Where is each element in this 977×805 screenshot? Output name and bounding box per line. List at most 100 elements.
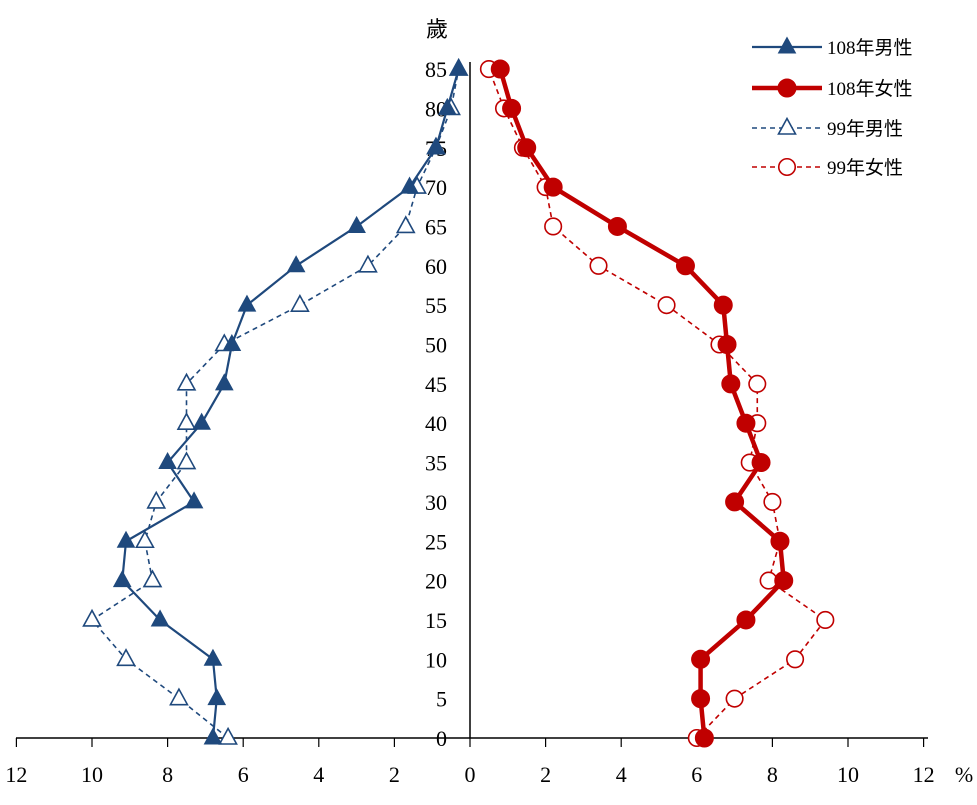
legend-label: 99年女性 [827,157,903,179]
data-point [717,335,737,354]
data-point [426,137,446,155]
series-line [121,68,460,739]
y-tick-label: 0 [436,726,447,751]
x-tick-label: 6 [691,762,702,787]
y-tick-label: 5 [436,687,447,712]
data-point [607,216,627,236]
data-point [112,570,132,588]
data-point [751,453,771,473]
data-point [691,689,711,709]
data-point [82,608,102,627]
x-tick-label: 2 [540,762,551,787]
x-tick-label: 12 [5,762,27,787]
data-point [691,649,711,669]
data-point [725,492,745,512]
y-tick-label: 60 [425,254,447,279]
data-point [116,648,136,667]
legend-entry-1: 108年女性 [752,78,913,100]
data-point [142,569,163,588]
data-point [770,531,790,551]
data-point [736,413,756,433]
data-point [721,374,741,394]
data-point [290,293,310,312]
data-point [502,98,522,118]
data-point [694,728,714,748]
data-point [214,373,234,391]
x-tick-label: 4 [616,762,627,787]
y-tick-label: 10 [425,647,447,672]
data-point [437,97,457,115]
x-tick-label: 8 [162,762,173,787]
data-point [713,295,733,315]
data-point [774,571,794,591]
data-point [395,215,416,234]
series-line [91,68,460,739]
legend-entry-0: 108年男性 [752,36,913,59]
legend-swatch-marker [777,157,797,177]
y-tick-label: 45 [425,372,447,397]
data-point [490,59,510,79]
legend-entry-2: 99年男性 [752,116,903,140]
legend-label: 99年男性 [827,118,903,140]
data-point [135,530,155,549]
legend-swatch-marker [777,36,797,54]
data-point [286,255,306,273]
data-point [657,296,676,315]
data-point [544,217,563,236]
data-point [207,688,227,706]
data-point [449,58,469,76]
legend-label: 108年男性 [827,37,913,59]
legend-swatch-marker [777,116,797,135]
x-tick-label: 10 [81,762,103,787]
y-tick-label: 15 [425,608,447,633]
data-point [736,610,756,630]
legend-entry-3: 99年女性 [752,157,903,179]
data-point [116,530,136,548]
x-unit-label: % [955,762,973,787]
x-tick-label: 2 [389,762,400,787]
legend: 108年男性 108年女性 99年男性 99年女性 [752,36,913,179]
y-tick-label: 35 [425,451,447,476]
y-axis-title: 歲 [426,17,448,42]
series-1 [490,59,794,748]
data-point [237,294,257,312]
data-point [176,412,197,431]
data-point [543,177,563,197]
data-point [176,451,197,470]
x-tick-label: 10 [837,762,859,787]
y-tick-label: 65 [425,214,447,239]
data-point [786,650,805,669]
data-point [203,648,223,666]
data-point [358,254,378,273]
data-point [763,492,782,511]
data-point [400,176,419,194]
axes: 12 10 8 6 4 2 0 2 4 6 8 10 12 %0510152025303540455055… [5,17,973,787]
data-point [347,215,366,233]
y-tick-label: 85 [425,57,447,82]
y-tick-label: 55 [425,293,447,318]
y-tick-label: 40 [425,411,447,436]
data-point [150,609,170,627]
series-layer [82,57,835,748]
data-point [748,374,767,393]
data-point [158,452,177,470]
series-0 [112,58,469,745]
data-point [517,138,537,158]
x-tick-label: 6 [238,762,249,787]
y-tick-label: 50 [425,333,447,358]
y-tick-label: 70 [425,175,447,200]
x-tick-label: 8 [767,762,778,787]
x-tick-label: 12 [913,762,935,787]
data-point [169,687,189,706]
series-2 [82,57,469,745]
data-point [222,333,242,351]
data-point [184,491,204,509]
series-line [498,68,786,739]
legend-swatch-marker [777,78,797,98]
y-tick-label: 30 [425,490,447,515]
data-point [725,689,744,708]
x-tick-label: 0 [465,762,476,787]
y-tick-label: 20 [425,569,447,594]
